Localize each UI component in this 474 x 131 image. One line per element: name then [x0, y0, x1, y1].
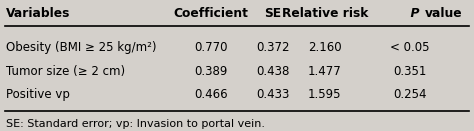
Text: Variables: Variables	[6, 7, 70, 20]
Text: 1.595: 1.595	[308, 88, 341, 102]
Text: 1.477: 1.477	[308, 65, 342, 78]
Text: 0.254: 0.254	[393, 88, 427, 102]
Text: SE: SE	[264, 7, 281, 20]
Text: 0.770: 0.770	[194, 41, 228, 54]
Text: 0.351: 0.351	[393, 65, 427, 78]
Text: Relative risk: Relative risk	[282, 7, 368, 20]
Text: 2.160: 2.160	[308, 41, 341, 54]
Text: Obesity (BMI ≥ 25 kg/m²): Obesity (BMI ≥ 25 kg/m²)	[6, 41, 156, 54]
Text: Positive vp: Positive vp	[6, 88, 70, 102]
Text: 0.438: 0.438	[256, 65, 289, 78]
Text: SE: Standard error; vp: Invasion to portal vein.: SE: Standard error; vp: Invasion to port…	[6, 119, 264, 129]
Text: 0.466: 0.466	[194, 88, 228, 102]
Text: Tumor size (≥ 2 cm): Tumor size (≥ 2 cm)	[6, 65, 125, 78]
Text: Coefficient: Coefficient	[173, 7, 248, 20]
Text: 0.433: 0.433	[256, 88, 289, 102]
Text: 0.389: 0.389	[194, 65, 228, 78]
Text: 0.372: 0.372	[256, 41, 289, 54]
Text: value: value	[425, 7, 463, 20]
Text: P: P	[408, 7, 419, 20]
Text: < 0.05: < 0.05	[390, 41, 430, 54]
